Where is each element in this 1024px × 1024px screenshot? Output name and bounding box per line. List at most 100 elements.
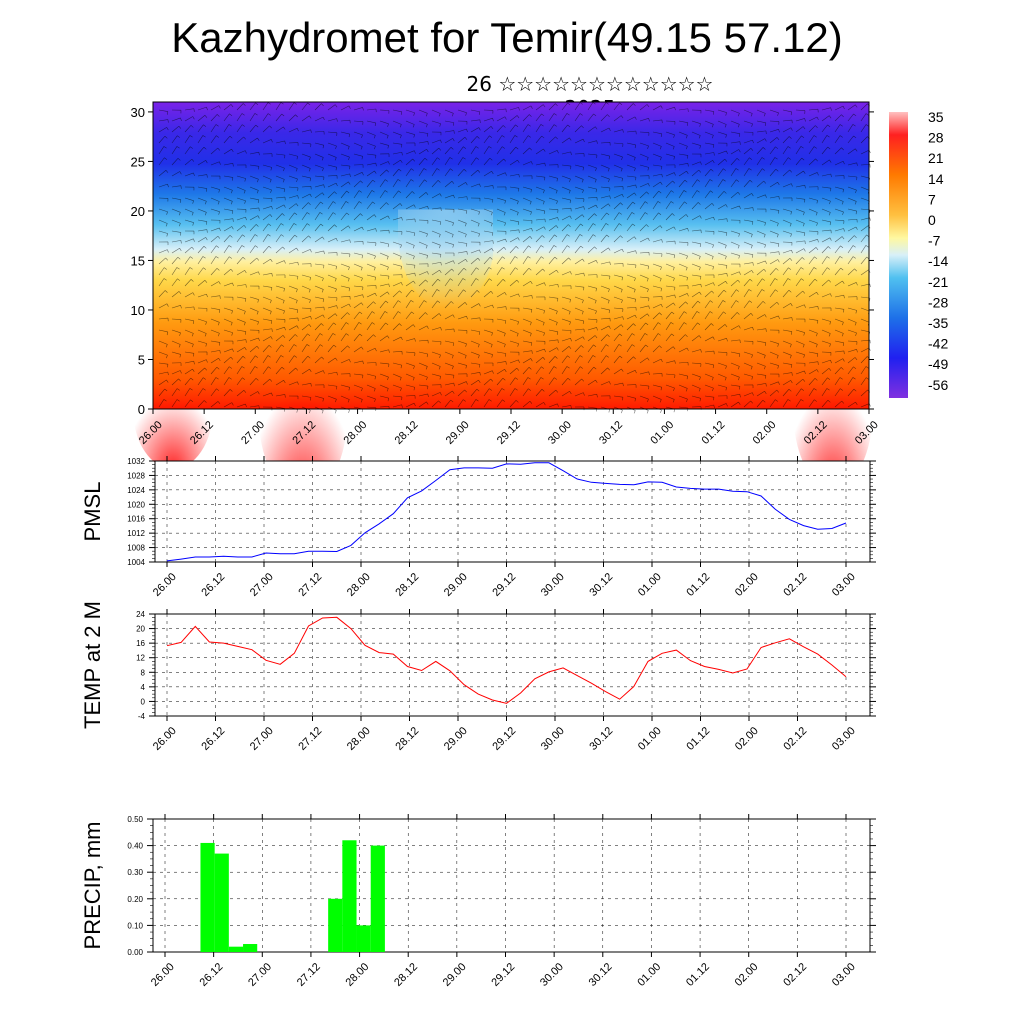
- x-tick-label: 29.00: [441, 961, 469, 989]
- y-tick-label: 1032: [127, 457, 145, 466]
- precip-bar: [356, 925, 371, 952]
- colorbar-label: -35: [928, 315, 948, 331]
- colorbar-label: -42: [928, 336, 948, 352]
- x-tick-label: 26.00: [151, 725, 179, 753]
- colorbar-label: 7: [928, 191, 936, 207]
- x-tick-label: 30.00: [538, 961, 566, 989]
- precip-bar: [342, 840, 357, 952]
- cs-y-tick-label: 20: [131, 204, 145, 219]
- x-tick-label: 29.00: [442, 571, 470, 599]
- x-tick-label: 29.12: [490, 571, 518, 599]
- cs-x-tick-label: 01.00: [648, 419, 676, 447]
- y-tick-label: 1004: [127, 558, 145, 567]
- x-tick-label: 28.00: [345, 725, 373, 753]
- y-axis-label: PMSL: [80, 482, 105, 542]
- colorbar-label: 35: [928, 109, 944, 125]
- colorbar-label: -14: [928, 253, 948, 269]
- x-tick-label: 29.00: [442, 725, 470, 753]
- x-tick-label: 27.12: [296, 725, 324, 753]
- wind-barbs: [158, 102, 871, 414]
- colorbar-label: 14: [928, 171, 944, 187]
- y-tick-label: 0.20: [127, 895, 143, 904]
- y-tick-label: 24: [136, 610, 145, 619]
- precip-chart: 0.00 0.10 0.20 0.30 0.40 0.50 26.00 26.12 27.00 2…: [80, 814, 876, 989]
- y-tick-label: 20: [136, 625, 145, 634]
- x-tick-label: 27.12: [295, 961, 323, 989]
- colorbar-label: -56: [928, 377, 948, 393]
- x-tick-label: 01.00: [635, 961, 663, 989]
- x-tick-label: 27.00: [246, 961, 274, 989]
- x-tick-label: 26.00: [151, 571, 179, 599]
- x-tick-label: 26.12: [199, 571, 227, 599]
- cs-y-tick-label: 15: [131, 253, 145, 268]
- y-axis-label: TEMP at 2 M: [80, 601, 105, 729]
- cs-x-tick-label: 30.00: [546, 419, 574, 447]
- precip-bar: [243, 944, 258, 952]
- cs-x-tick-label: 01.12: [699, 419, 727, 447]
- precip-bar: [370, 845, 385, 952]
- x-tick-label: 01.00: [636, 725, 664, 753]
- x-tick-label: 02.00: [733, 725, 761, 753]
- cs-y-tick-label: 25: [131, 154, 145, 169]
- colorbar-label: -28: [928, 294, 948, 310]
- y-tick-label: 1012: [127, 529, 145, 538]
- precip-bar: [228, 946, 244, 952]
- cs-y-tick-label: 10: [131, 303, 145, 318]
- x-tick-label: 28.00: [345, 571, 373, 599]
- colorbar-label: 0: [928, 212, 936, 228]
- plot-frame: [154, 460, 871, 563]
- x-tick-label: 02.00: [733, 571, 761, 599]
- x-tick-label: 02.12: [781, 725, 809, 753]
- x-tick-label: 26.12: [198, 961, 226, 989]
- y-tick-label: 0.50: [127, 815, 143, 824]
- cs-y-tick-label: 5: [138, 352, 145, 367]
- cs-x-tick-label: 29.00: [444, 419, 472, 447]
- x-tick-label: 03.00: [830, 571, 858, 599]
- x-tick-label: 27.12: [296, 571, 324, 599]
- x-tick-label: 03.00: [830, 961, 858, 989]
- x-tick-label: 01.00: [636, 571, 664, 599]
- y-tick-label: 0.30: [127, 868, 143, 877]
- cs-x-tick-label: 02.00: [751, 419, 779, 447]
- x-tick-label: 28.00: [343, 961, 371, 989]
- plot-frame: [152, 818, 871, 953]
- cs-x-tick-label: 30.12: [597, 419, 625, 447]
- y-tick-label: 12: [136, 654, 145, 663]
- x-tick-label: 28.12: [393, 725, 421, 753]
- page-title: Kazhydromet for Temir(49.15 57.12): [171, 14, 843, 61]
- x-tick-label: 03.00: [830, 725, 858, 753]
- y-tick-label: 8: [141, 668, 146, 677]
- x-tick-label: 30.12: [587, 725, 615, 753]
- y-tick-label: 0.00: [127, 948, 143, 957]
- y-tick-label: 1020: [127, 500, 145, 509]
- y-tick-label: 0.10: [127, 921, 143, 930]
- y-tick-label: 1008: [127, 544, 145, 553]
- x-tick-label: 26.00: [149, 961, 177, 989]
- x-tick-label: 01.12: [684, 725, 712, 753]
- cs-y-tick-label: 0: [138, 402, 145, 417]
- pmsl-chart: 1004 1008 1012 1016 1020 1024 1028 1032 26.00 26.…: [80, 456, 876, 599]
- y-tick-label: 1024: [127, 486, 145, 495]
- x-tick-label: 29.12: [489, 961, 517, 989]
- y-axis-label: PRECIP, mm: [80, 822, 105, 950]
- colorbar: [889, 112, 908, 398]
- x-tick-label: 30.00: [539, 571, 567, 599]
- y-tick-label: -4: [138, 712, 146, 721]
- temp-series-line: [166, 616, 847, 704]
- y-tick-label: 0.40: [127, 842, 143, 851]
- temp-chart: -4 0 4 8 12 16 20 24 26.00 26.12 27.00 27.12 28.00 28…: [80, 601, 876, 753]
- colorbar-label: -7: [928, 233, 941, 249]
- cs-x-tick-label: 28.12: [393, 419, 421, 447]
- colorbar-label: 21: [928, 150, 944, 166]
- y-tick-label: 16: [136, 639, 145, 648]
- cs-x-tick-label: 29.12: [495, 419, 523, 447]
- x-tick-label: 01.12: [684, 571, 712, 599]
- colorbar-label: 28: [928, 130, 944, 146]
- x-tick-label: 02.00: [733, 961, 761, 989]
- x-tick-label: 02.12: [781, 961, 809, 989]
- x-tick-label: 27.00: [248, 725, 276, 753]
- y-tick-label: 1016: [127, 515, 145, 524]
